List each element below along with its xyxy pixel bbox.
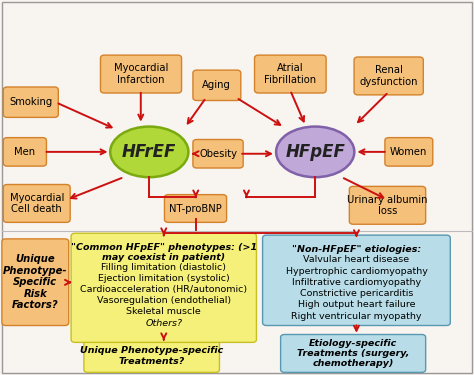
FancyBboxPatch shape bbox=[3, 87, 58, 117]
Text: Obesity: Obesity bbox=[199, 149, 237, 159]
Text: may coexist in patient): may coexist in patient) bbox=[102, 253, 225, 262]
Text: Valvular heart disease: Valvular heart disease bbox=[303, 255, 410, 264]
Text: Myocardial
Infarction: Myocardial Infarction bbox=[114, 63, 168, 85]
FancyBboxPatch shape bbox=[3, 184, 70, 222]
FancyBboxPatch shape bbox=[100, 55, 182, 93]
Text: Etiology-specific
Treatments (surgery,
chemotherapy): Etiology-specific Treatments (surgery, c… bbox=[297, 339, 410, 368]
FancyBboxPatch shape bbox=[385, 138, 433, 166]
FancyBboxPatch shape bbox=[349, 186, 426, 224]
Text: Ejection limitation (systolic): Ejection limitation (systolic) bbox=[98, 274, 229, 283]
Text: Men: Men bbox=[14, 147, 36, 157]
Ellipse shape bbox=[276, 127, 355, 177]
Text: Others?: Others? bbox=[145, 319, 182, 328]
Text: Atrial
Fibrillation: Atrial Fibrillation bbox=[264, 63, 316, 85]
Ellipse shape bbox=[110, 127, 189, 177]
Text: Infiltrative cardiomyopathy: Infiltrative cardiomyopathy bbox=[292, 278, 421, 287]
FancyBboxPatch shape bbox=[263, 235, 450, 326]
Text: Vasoregulation (endothelial): Vasoregulation (endothelial) bbox=[97, 296, 231, 305]
Text: Women: Women bbox=[390, 147, 428, 157]
FancyBboxPatch shape bbox=[281, 334, 426, 372]
FancyBboxPatch shape bbox=[193, 140, 243, 168]
FancyBboxPatch shape bbox=[3, 138, 46, 166]
FancyBboxPatch shape bbox=[354, 57, 423, 95]
Text: Hypertrophic cardiomyopathy: Hypertrophic cardiomyopathy bbox=[285, 267, 428, 276]
Text: Right ventricular myopathy: Right ventricular myopathy bbox=[291, 312, 422, 321]
Text: Myocardial
Cell death: Myocardial Cell death bbox=[9, 193, 64, 214]
FancyBboxPatch shape bbox=[255, 55, 326, 93]
Text: Cardioacceleration (HR/autonomic): Cardioacceleration (HR/autonomic) bbox=[80, 285, 247, 294]
FancyBboxPatch shape bbox=[84, 339, 219, 372]
Text: Renal
dysfunction: Renal dysfunction bbox=[359, 65, 418, 87]
FancyBboxPatch shape bbox=[164, 195, 227, 222]
Text: Skeletal muscle: Skeletal muscle bbox=[127, 308, 201, 316]
Text: HFpEF: HFpEF bbox=[285, 143, 345, 161]
Text: High output heart failure: High output heart failure bbox=[298, 300, 415, 309]
FancyBboxPatch shape bbox=[193, 70, 241, 100]
FancyBboxPatch shape bbox=[2, 239, 69, 326]
Text: Urinary albumin
loss: Urinary albumin loss bbox=[347, 195, 428, 216]
Text: Unique
Phenotype-
Specific
Risk
Factors?: Unique Phenotype- Specific Risk Factors? bbox=[3, 254, 68, 310]
FancyBboxPatch shape bbox=[71, 233, 256, 342]
Text: NT-proBNP: NT-proBNP bbox=[169, 204, 222, 213]
Text: Smoking: Smoking bbox=[9, 97, 53, 107]
Text: "Common HFpEF" phenotypes: (>1: "Common HFpEF" phenotypes: (>1 bbox=[71, 243, 257, 252]
Text: Constrictive pericarditis: Constrictive pericarditis bbox=[300, 289, 413, 298]
Text: "Non-HFpEF" etiologies:: "Non-HFpEF" etiologies: bbox=[292, 245, 421, 254]
Text: Unique Phenotype-specific
Treatments?: Unique Phenotype-specific Treatments? bbox=[80, 346, 223, 366]
Text: Aging: Aging bbox=[202, 80, 231, 90]
Text: HFrEF: HFrEF bbox=[122, 143, 176, 161]
Text: Filling limitation (diastolic): Filling limitation (diastolic) bbox=[101, 262, 226, 272]
